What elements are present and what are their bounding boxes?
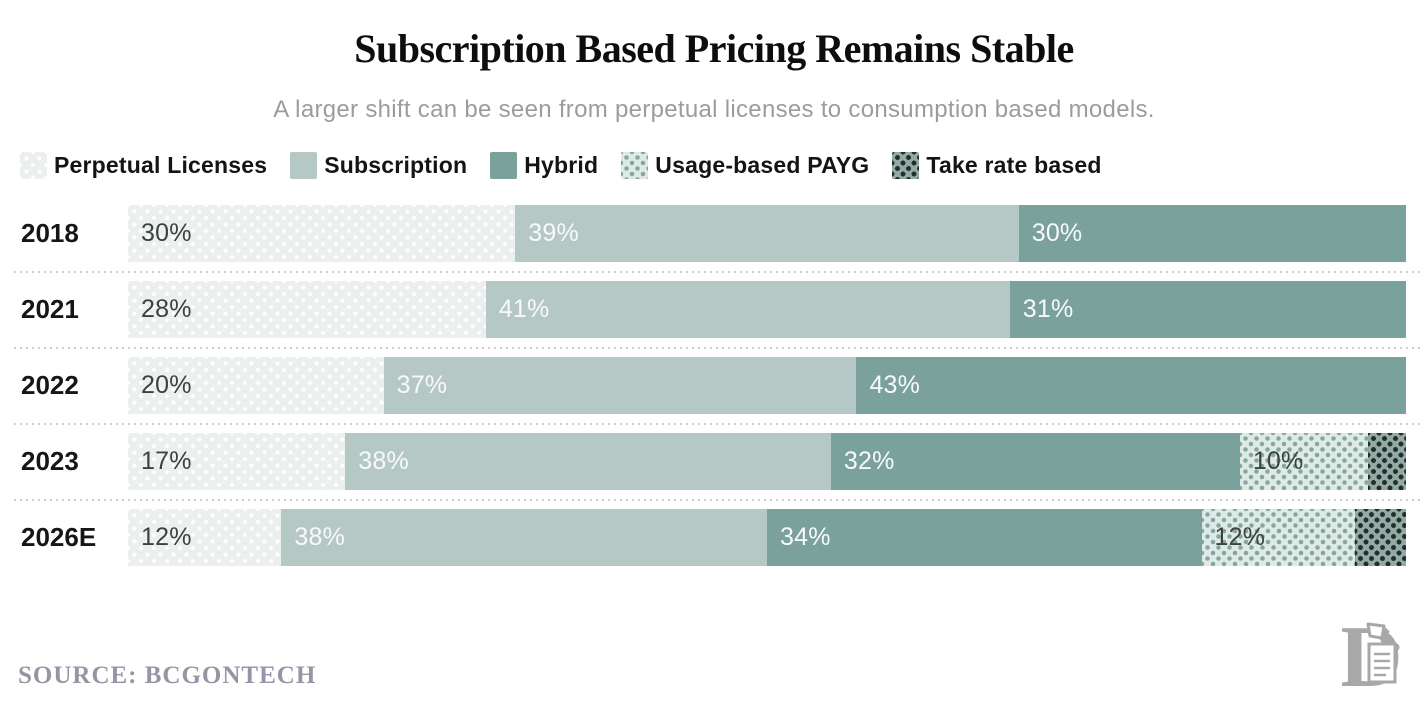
segment-value-label: 12% — [141, 523, 192, 551]
segment-value-label: 28% — [141, 295, 192, 323]
category-label: 2026E — [21, 522, 97, 552]
row-separator — [14, 347, 1420, 349]
bar-segment-subscription: 38% — [281, 509, 767, 566]
legend-item-usage: Usage-based PAYG — [621, 152, 869, 179]
bar-segment-subscription: 37% — [383, 357, 857, 414]
bar-segment-take — [1354, 509, 1406, 566]
legend-swatch-perpetual — [20, 152, 47, 179]
bar-segment-usage: 12% — [1201, 509, 1355, 566]
legend-item-take: Take rate based — [892, 152, 1101, 179]
segment-value-label: 10% — [1252, 447, 1304, 475]
stacked-bar: 20% 37% 43% — [128, 357, 1406, 414]
bar-segment-perpetual: 20% — [128, 357, 384, 414]
segment-value-label: 31% — [1022, 295, 1074, 323]
bar-segment-hybrid: 32% — [830, 433, 1240, 490]
source-credit: SOURCE: BCGONTECH — [18, 662, 317, 689]
legend-swatch-usage — [621, 152, 649, 179]
chart-subtitle: A larger shift can be seen from perpetua… — [273, 96, 1155, 123]
category-label: 2018 — [21, 218, 79, 248]
legend: Perpetual Licenses Subscription Hybrid Usag… — [0, 152, 1428, 179]
chart-row-2022: 2022 20% 37% 43% — [0, 357, 1428, 414]
bar-segment-hybrid: 43% — [856, 357, 1406, 414]
legend-label: Usage-based PAYG — [655, 152, 870, 178]
stacked-bar: 28% 41% 31% — [128, 281, 1406, 338]
bar-segment-perpetual: 30% — [128, 205, 516, 262]
segment-value-label: 41% — [498, 295, 550, 323]
segment-value-label: 38% — [294, 523, 345, 551]
segment-value-label: 30% — [1031, 219, 1083, 247]
bar-segment-hybrid: 31% — [1009, 281, 1406, 338]
bar-segment-subscription: 38% — [345, 433, 831, 490]
segment-value-label: 30% — [141, 219, 192, 247]
footer: SOURCE: BCGONTECH D — [0, 612, 1428, 706]
bar-segment-perpetual: 12% — [128, 509, 282, 566]
chart-row-2018: 2018 30% 39% 30% — [0, 205, 1428, 262]
legend-item-perpetual: Perpetual Licenses — [20, 152, 267, 179]
row-separator — [14, 271, 1420, 273]
legend-item-subscription: Subscription — [290, 152, 467, 179]
legend-label: Subscription — [324, 152, 468, 178]
category-label: 2022 — [21, 370, 79, 400]
category-label: 2023 — [21, 446, 79, 476]
bar-segment-hybrid: 30% — [1018, 205, 1406, 262]
segment-value-label: 17% — [141, 447, 192, 475]
chart-row-2021: 2021 28% 41% 31% — [0, 281, 1428, 338]
stacked-bar: 12% 38% 34% 12% — [128, 509, 1406, 566]
legend-item-hybrid: Hybrid — [490, 152, 598, 179]
legend-label: Hybrid — [524, 152, 599, 178]
bar-segment-take — [1367, 433, 1406, 490]
bar-segment-subscription: 39% — [515, 205, 1019, 262]
bar-segment-usage: 10% — [1239, 433, 1368, 490]
chart-row-2023: 2023 17% 38% 32% 10% — [0, 433, 1428, 490]
stacked-bar: 17% 38% 32% 10% — [128, 433, 1406, 490]
legend-swatch-hybrid — [490, 152, 518, 179]
segment-value-label: 32% — [843, 447, 895, 475]
segment-value-label: 43% — [869, 371, 921, 399]
bar-segment-hybrid: 34% — [766, 509, 1202, 566]
legend-swatch-take — [892, 152, 920, 179]
segment-value-label: 12% — [1214, 523, 1266, 551]
segment-value-label: 39% — [528, 219, 579, 247]
bar-segment-perpetual: 17% — [128, 433, 346, 490]
page-title: Subscription Based Pricing Remains Stabl… — [354, 26, 1074, 71]
bar-segment-perpetual: 28% — [128, 281, 486, 338]
row-separator — [14, 423, 1420, 425]
bar-segment-subscription: 41% — [485, 281, 1010, 338]
legend-label: Take rate based — [926, 152, 1102, 178]
row-separator — [14, 499, 1420, 501]
legend-swatch-subscription — [290, 152, 318, 179]
legend-label: Perpetual Licenses — [54, 152, 268, 178]
publisher-logo: D — [1342, 612, 1403, 696]
segment-value-label: 20% — [141, 371, 192, 399]
segment-value-label: 34% — [779, 523, 831, 551]
category-label: 2021 — [21, 294, 79, 324]
stacked-bar: 30% 39% 30% — [128, 205, 1406, 262]
segment-value-label: 37% — [396, 371, 448, 399]
chart: 2018 30% 39% 30% 2021 28% 41% 31% 2022 20% 37% 43% 2… — [0, 205, 1428, 566]
chart-row-2026E: 2026E 12% 38% 34% 12% — [0, 509, 1428, 566]
segment-value-label: 38% — [358, 447, 409, 475]
